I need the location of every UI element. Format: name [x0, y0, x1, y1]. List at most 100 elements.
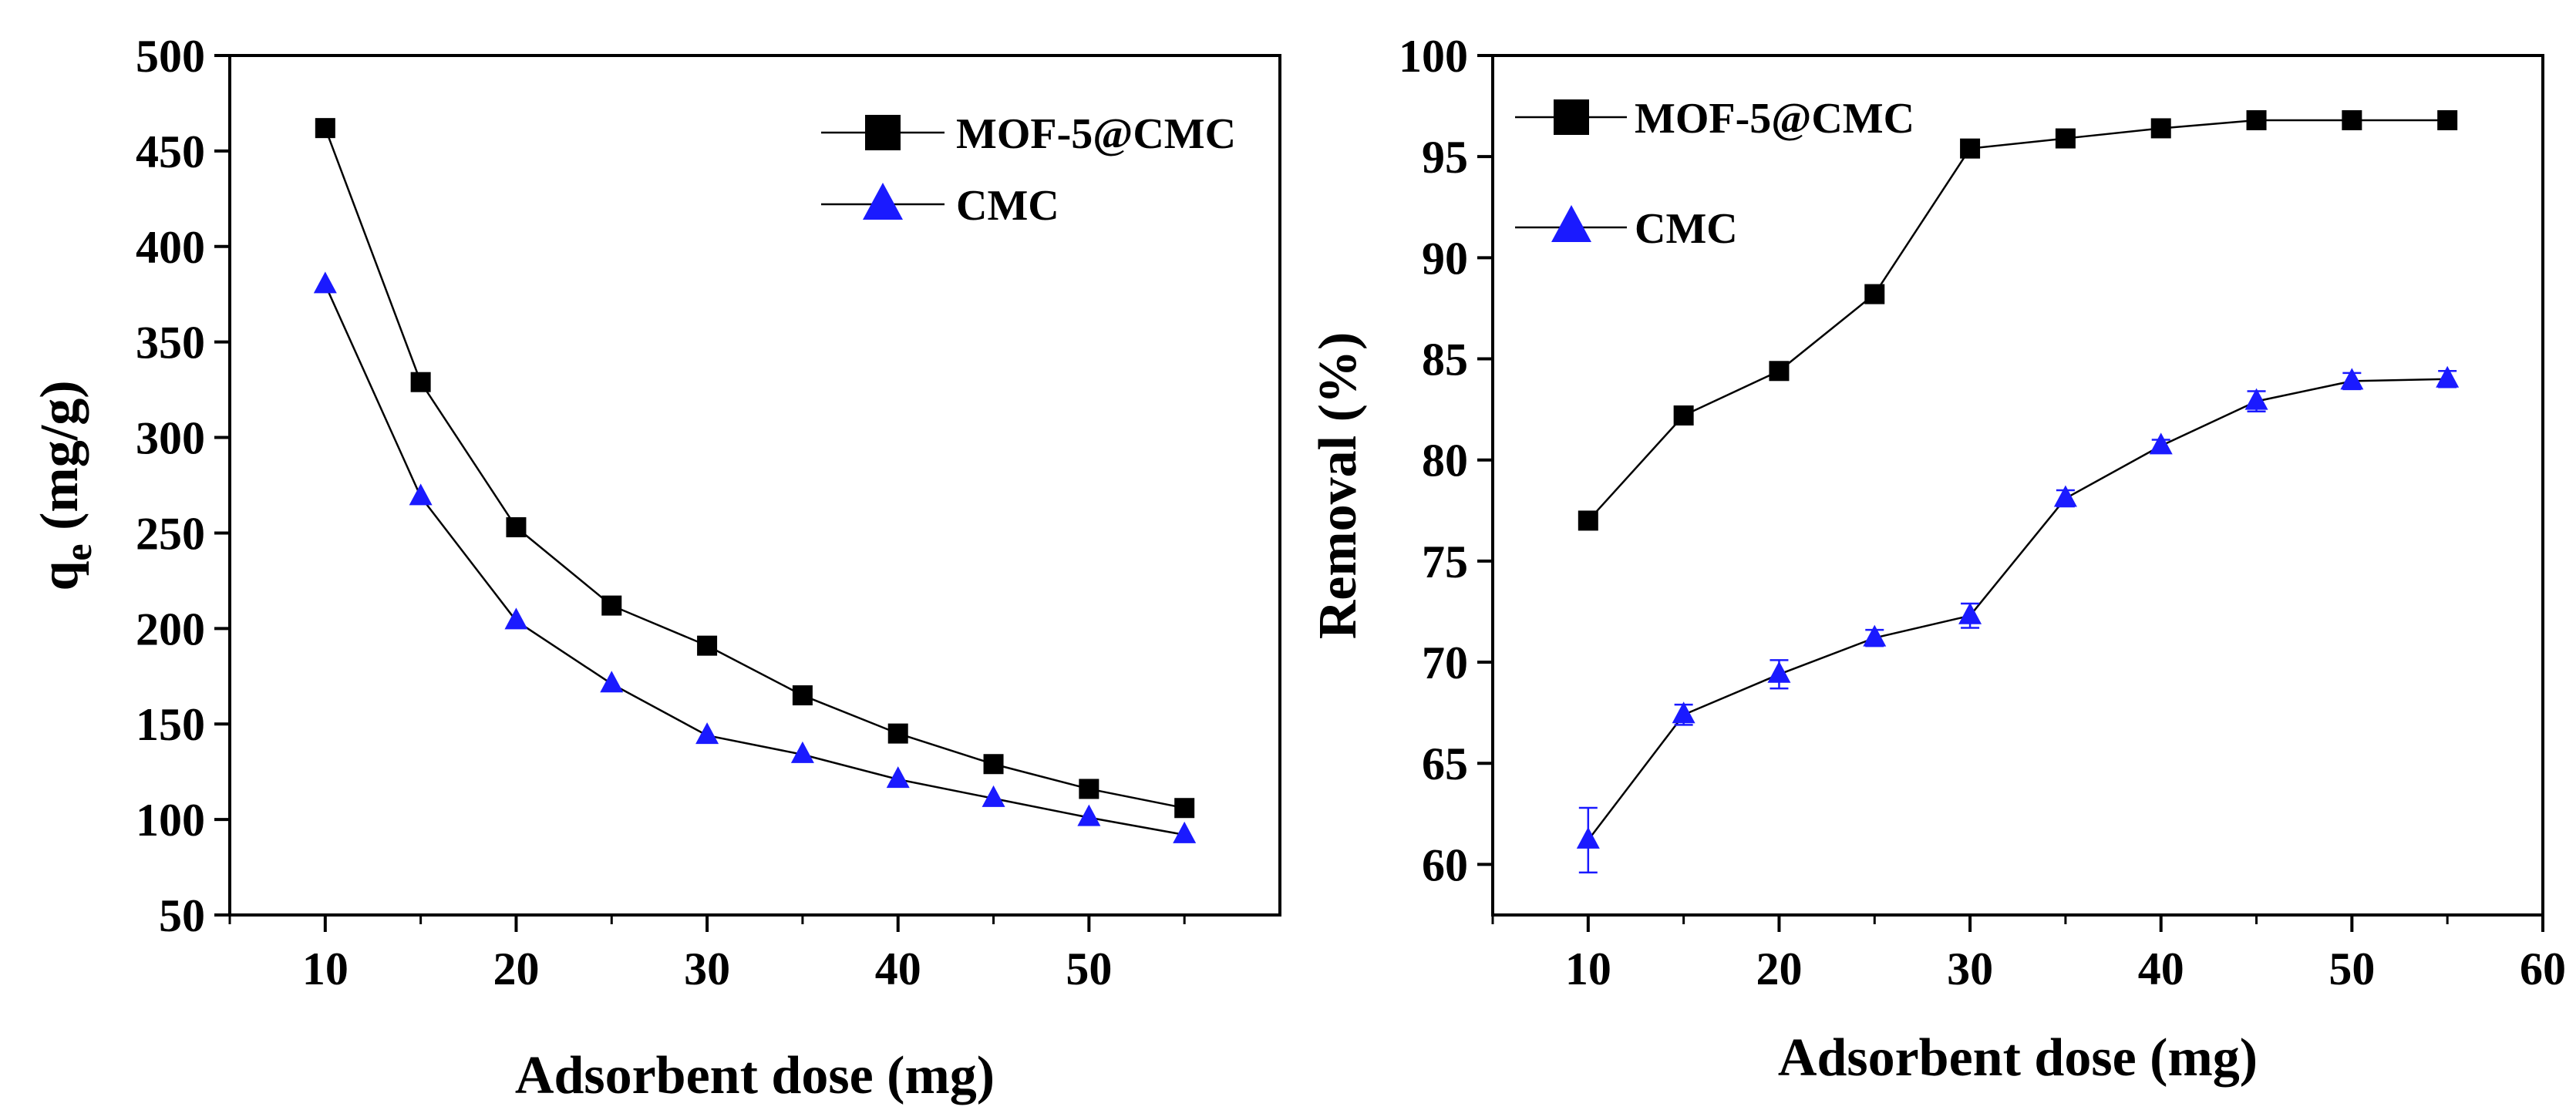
- chart-qe: 10 20 30 40 5050100150200250300350400450500 …: [30, 31, 1281, 1105]
- legend: MOF-5@CMC CMC: [1515, 95, 1914, 253]
- data-point-square: [1864, 284, 1885, 304]
- series-cmc: [1576, 365, 2460, 874]
- plot-frame: [228, 54, 1281, 917]
- series-mof5cmc: [1578, 109, 2458, 531]
- legend-label-cmc: CMC: [956, 182, 1059, 230]
- x-tick-label: 30: [1947, 944, 1993, 994]
- data-point-triangle: [1672, 701, 1695, 724]
- series-line: [324, 127, 1185, 809]
- x-tick-label: 10: [1565, 944, 1611, 994]
- y-tick-label: 300: [136, 413, 205, 464]
- y-tick-label: 50: [159, 890, 205, 941]
- legend-square-marker: [865, 115, 901, 150]
- legend-item-mof5cmc: MOF-5@CMC: [821, 110, 1236, 158]
- data-point-triangle: [504, 607, 528, 630]
- data-point-triangle: [1576, 826, 1600, 849]
- legend-item-cmc: CMC: [1515, 205, 1738, 253]
- data-point-triangle: [2244, 388, 2268, 410]
- y-axis-title-main: q: [30, 561, 89, 591]
- y-tick-label: 85: [1422, 335, 1468, 385]
- series-mof5cmc: [315, 118, 1195, 819]
- x-tick-label: 40: [2138, 944, 2184, 994]
- data-point-square: [1174, 798, 1195, 819]
- data-point-triangle: [1958, 602, 1982, 624]
- y-tick-label: 150: [136, 699, 205, 750]
- legend-triangle-marker: [863, 183, 903, 220]
- y-tick-label: 65: [1422, 738, 1468, 789]
- plot-frame: [1491, 54, 2544, 917]
- tick-marks: [1477, 54, 2544, 932]
- legend-triangle-marker: [1551, 205, 1591, 242]
- y-tick-label: 75: [1422, 536, 1468, 587]
- legend-label-cmc: CMC: [1635, 205, 1738, 253]
- y-tick-label: 80: [1422, 436, 1468, 486]
- data-series: [1576, 109, 2460, 874]
- data-point-square: [601, 595, 622, 616]
- y-tick-label: 200: [136, 604, 205, 654]
- data-point-triangle: [2053, 485, 2077, 507]
- legend: MOF-5@CMC CMC: [821, 110, 1236, 230]
- data-point-square: [1960, 138, 1981, 159]
- data-series: [313, 118, 1197, 843]
- x-axis-title: Adsorbent dose (mg): [515, 1046, 995, 1105]
- data-point-triangle: [1767, 661, 1791, 683]
- data-point-triangle: [2340, 368, 2364, 390]
- y-tick-label: 70: [1422, 637, 1468, 688]
- legend-label-mof5cmc: MOF-5@CMC: [1635, 95, 1914, 143]
- y-axis-title: qe (mg/g): [30, 380, 99, 590]
- data-point-square: [1079, 779, 1099, 799]
- data-point-triangle: [2149, 432, 2173, 455]
- chart-removal: 10 20 30 40 50 60 60 65 70 75 80 85 90 95 100 Adsorben…: [1308, 31, 2566, 1088]
- x-tick-label: 50: [2329, 944, 2375, 994]
- data-point-triangle: [1077, 804, 1101, 826]
- legend-square-marker: [1554, 99, 1589, 135]
- data-point-square: [697, 635, 718, 656]
- series-line: [1587, 119, 2448, 522]
- x-tick-label: 60: [2520, 944, 2566, 994]
- series-cmc: [313, 271, 1197, 843]
- y-tick-label: 350: [136, 318, 205, 368]
- y-tick-label: 100: [136, 795, 205, 846]
- tick-labels: 10 20 30 40 50 50 100 150 200 250 300 350 400 450 500: [136, 31, 1112, 994]
- series-line: [1587, 378, 2448, 841]
- data-point-square: [506, 517, 527, 538]
- data-point-triangle: [600, 671, 624, 693]
- data-point-triangle: [886, 766, 910, 789]
- x-tick-label: 20: [493, 944, 539, 994]
- x-tick-label: 30: [684, 944, 730, 994]
- tick-labels: 10 20 30 40 50 60 60 65 70 75 80 85 90 95 100: [1399, 31, 2566, 994]
- data-point-square: [2055, 128, 2076, 149]
- data-point-square: [410, 372, 431, 392]
- data-point-square: [2246, 109, 2267, 130]
- x-axis-title: Adsorbent dose (mg): [1778, 1028, 2258, 1088]
- x-tick-label: 10: [302, 944, 349, 994]
- data-point-triangle: [695, 722, 719, 745]
- data-point-square: [1769, 361, 1790, 382]
- data-point-triangle: [1863, 624, 1887, 647]
- data-point-triangle: [982, 785, 1005, 807]
- legend-item-mof5cmc: MOF-5@CMC: [1515, 95, 1914, 143]
- y-tick-label: 250: [136, 508, 205, 559]
- data-point-square: [2150, 118, 2171, 139]
- data-point-triangle: [2436, 365, 2460, 388]
- data-point-square: [1673, 405, 1694, 426]
- data-point-square: [792, 685, 813, 706]
- x-tick-label: 50: [1066, 944, 1112, 994]
- y-tick-label: 100: [1399, 31, 1468, 82]
- y-axis-title-rest: (mg/g): [30, 380, 89, 543]
- x-tick-label: 20: [1756, 944, 1802, 994]
- data-point-square: [1578, 510, 1598, 531]
- data-point-square: [983, 754, 1004, 775]
- data-point-square: [2437, 109, 2458, 130]
- data-point-square: [887, 723, 908, 744]
- y-tick-label: 400: [136, 222, 205, 273]
- data-point-triangle: [313, 271, 337, 294]
- legend-label-mof5cmc: MOF-5@CMC: [956, 110, 1236, 158]
- data-point-square: [2342, 109, 2362, 130]
- x-tick-label: 40: [875, 944, 921, 994]
- y-tick-label: 90: [1422, 233, 1468, 284]
- data-point-square: [315, 118, 335, 139]
- legend-item-cmc: CMC: [821, 182, 1059, 230]
- y-axis-title-sub: e: [56, 543, 99, 560]
